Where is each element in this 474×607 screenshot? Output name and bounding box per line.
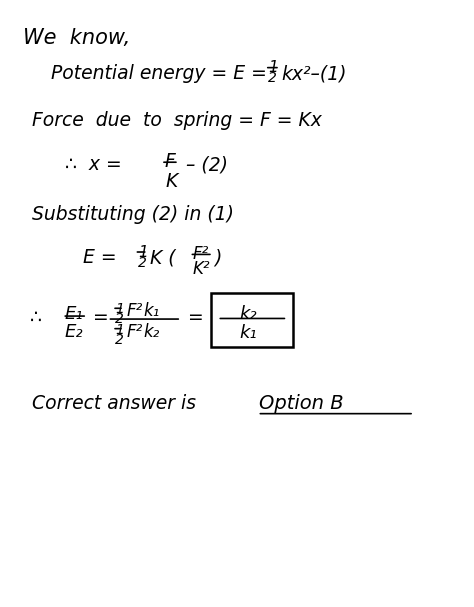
Text: 1: 1 — [115, 323, 124, 337]
Text: F: F — [165, 152, 175, 171]
Text: 1: 1 — [268, 61, 278, 75]
Text: 2: 2 — [268, 71, 277, 85]
Text: Correct answer is: Correct answer is — [32, 395, 208, 413]
Text: E =: E = — [83, 248, 123, 268]
Text: F²: F² — [193, 245, 209, 263]
Text: k₂: k₂ — [239, 305, 257, 323]
Text: Substituting (2) in (1): Substituting (2) in (1) — [32, 205, 234, 225]
Text: K: K — [166, 172, 178, 191]
Text: 1: 1 — [138, 245, 148, 260]
Text: 1: 1 — [115, 302, 124, 316]
Text: E₁: E₁ — [65, 305, 83, 323]
Text: K²: K² — [193, 260, 210, 279]
Text: k₁: k₁ — [239, 325, 257, 342]
Text: k₁: k₁ — [144, 302, 160, 320]
Text: 2: 2 — [115, 312, 124, 326]
Text: ∴: ∴ — [30, 308, 42, 327]
Text: F²: F² — [126, 323, 142, 341]
Text: =: = — [187, 308, 202, 327]
Text: =: = — [91, 308, 108, 327]
Text: Potential energy = E =: Potential energy = E = — [51, 64, 273, 83]
Text: 2: 2 — [115, 333, 124, 347]
Text: K (: K ( — [150, 248, 175, 268]
Text: ): ) — [214, 248, 221, 268]
FancyBboxPatch shape — [211, 293, 293, 347]
Text: kx²–(1): kx²–(1) — [282, 64, 347, 83]
Text: – (2): – (2) — [186, 155, 228, 174]
Text: We  know,: We know, — [23, 28, 130, 48]
Text: E₂: E₂ — [65, 323, 83, 341]
Text: Force  due  to  spring = F = Kx: Force due to spring = F = Kx — [32, 110, 322, 130]
Text: Option B: Option B — [259, 395, 344, 413]
Text: ∴  x =: ∴ x = — [65, 155, 121, 174]
Text: k₂: k₂ — [144, 323, 160, 341]
Text: F²: F² — [126, 302, 142, 320]
Text: 2: 2 — [138, 256, 147, 270]
